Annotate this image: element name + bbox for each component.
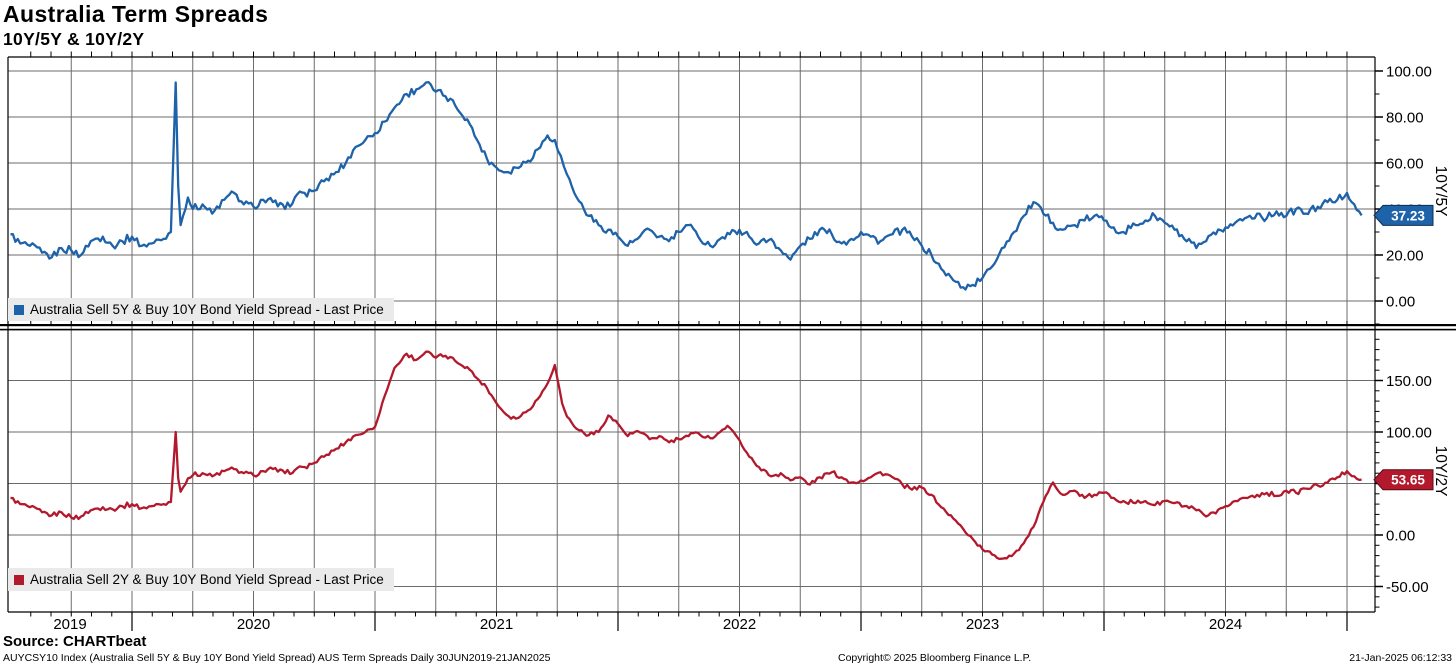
legend-label-10y5y: Australia Sell 5Y & Buy 10Y Bond Yield S… — [30, 302, 384, 317]
y-tick-label: 150.00 — [1386, 373, 1432, 390]
year-label: 2021 — [480, 616, 513, 633]
y-tick-label: -50.00 — [1386, 579, 1429, 596]
y-tick-label: 0.00 — [1386, 294, 1415, 311]
legend-swatch-blue-icon — [14, 304, 24, 315]
legend-10y2y[interactable]: Australia Sell 2Y & Buy 10Y Bond Yield S… — [8, 568, 394, 591]
y-tick-label: 20.00 — [1386, 248, 1424, 265]
legend-swatch-red-icon — [14, 574, 24, 585]
y-tick-label: 100.00 — [1386, 64, 1432, 81]
year-label: 2020 — [237, 616, 270, 633]
series-line-10y2y[interactable] — [10, 350, 1362, 561]
horizontal-gridlines — [8, 70, 1375, 587]
source-label: Source: CHARTbeat — [3, 633, 147, 650]
y-tick-label: 40.00 — [1386, 202, 1424, 219]
y-tick-label: 50.00 — [1386, 476, 1424, 493]
timestamp: 21-Jan-2025 06:12:33 — [1349, 652, 1452, 664]
year-label: 2022 — [723, 616, 756, 633]
series-line-10y5y[interactable] — [10, 80, 1363, 291]
chart-title: Australia Term Spreads — [3, 1, 269, 27]
vertical-gridlines — [70, 57, 1348, 612]
copyright-notice: Copyright© 2025 Bloomberg Finance L.P. — [838, 652, 1032, 664]
right-axis-title-10y2y: 10Y/2Y — [1432, 445, 1449, 497]
right-axis-title-10y5y: 10Y/5Y — [1432, 165, 1449, 217]
year-label: 2019 — [53, 616, 86, 633]
year-label: 2024 — [1209, 616, 1242, 633]
y-tick-label: 60.00 — [1386, 156, 1424, 173]
plot-frame — [0, 56, 1456, 613]
legend-label-10y2y: Australia Sell 2Y & Buy 10Y Bond Yield S… — [30, 572, 384, 587]
axis-ticks — [30, 51, 1348, 631]
x-axis-year-labels: 2019 2020 2021 2022 2023 2024 — [53, 616, 1242, 633]
year-label: 2023 — [966, 616, 999, 633]
y-axis-labels: 0.00 20.00 40.00 60.00 80.00 100.00 -50.00 0.00… — [1375, 64, 1432, 608]
chart-subtitle: 10Y/5Y & 10Y/2Y — [3, 29, 145, 49]
chart-description: AUYCSY10 Index (Australia Sell 5Y & Buy … — [3, 652, 551, 664]
legend-10y5y[interactable]: Australia Sell 5Y & Buy 10Y Bond Yield S… — [8, 298, 394, 321]
y-tick-label: 80.00 — [1386, 110, 1424, 127]
y-tick-label: 100.00 — [1386, 425, 1432, 442]
y-tick-label: 0.00 — [1386, 528, 1415, 545]
